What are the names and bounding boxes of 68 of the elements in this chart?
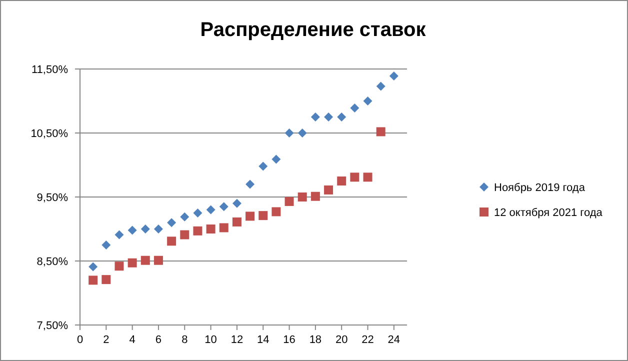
y-tick-label: 11,50% [32, 64, 68, 76]
point [140, 224, 150, 234]
point [114, 262, 124, 271]
point [298, 128, 307, 138]
point [284, 128, 294, 138]
point [310, 112, 320, 122]
point [102, 240, 111, 250]
point [258, 211, 268, 220]
point [180, 212, 190, 222]
point [350, 104, 360, 113]
x-tick-label: 14 [256, 334, 270, 346]
point [193, 208, 202, 218]
x-tick-label: 12 [230, 334, 244, 346]
point [376, 82, 386, 91]
x-tick-label: 24 [388, 334, 400, 346]
point [310, 192, 320, 201]
legend-label: 12 октября 2021 года [494, 207, 604, 219]
point [206, 224, 216, 234]
point [219, 223, 228, 232]
x-tick-label: 4 [129, 334, 136, 346]
point [180, 230, 190, 240]
legend-label: Ноябрь 2019 года [494, 182, 586, 194]
point [154, 224, 163, 234]
point [154, 256, 163, 265]
point [284, 196, 294, 206]
point [232, 198, 242, 208]
x-tick-label: 8 [182, 334, 188, 346]
y-tick-label: 8,50% [36, 256, 68, 268]
point [206, 205, 216, 214]
point [128, 226, 137, 235]
y-tick-label: 9,50% [36, 192, 68, 204]
x-tick-label: 22 [362, 334, 374, 346]
point [363, 96, 372, 106]
x-tick-label: 0 [76, 334, 84, 346]
point [140, 256, 150, 265]
point [167, 236, 176, 246]
point [232, 217, 242, 226]
point [167, 218, 176, 228]
x-tick-label: 2 [103, 334, 110, 346]
point [298, 192, 307, 202]
y-tick-label: 7,50% [36, 320, 68, 332]
point [337, 176, 346, 186]
point [350, 172, 360, 182]
point [258, 162, 268, 171]
point [246, 212, 255, 221]
point [246, 180, 255, 189]
point [337, 112, 346, 122]
x-tick-label: 18 [309, 334, 322, 346]
chart-title: Распределение ставок [200, 19, 427, 41]
point [219, 202, 228, 212]
point [363, 172, 372, 182]
x-tick-label: 10 [204, 334, 217, 346]
point [324, 185, 334, 194]
point [324, 112, 334, 122]
point [102, 275, 111, 284]
x-tick-label: 6 [155, 334, 162, 346]
point [128, 258, 137, 268]
x-tick-label: 16 [283, 334, 296, 346]
point [376, 127, 386, 136]
point [272, 154, 281, 164]
point [389, 72, 398, 81]
y-tick-label: 10,50% [30, 128, 68, 140]
point [114, 230, 124, 240]
point [88, 262, 98, 272]
x-tick-label: 20 [335, 334, 348, 346]
point [88, 276, 98, 285]
point [272, 207, 281, 216]
point [193, 226, 202, 236]
